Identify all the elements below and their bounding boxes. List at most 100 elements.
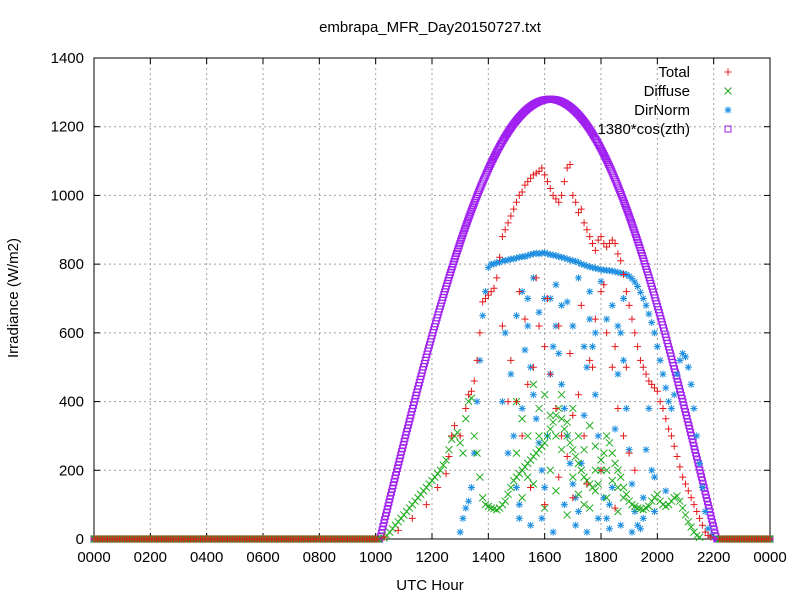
dirnorm-point [577,260,585,268]
total-point [518,188,526,196]
total-point [659,404,667,412]
dirnorm-point [693,432,701,440]
dirnorm-point [504,449,512,457]
total-point [586,233,594,241]
total-point [510,205,518,213]
total-point [597,233,605,241]
diffuse-point [557,414,566,423]
dirnorm-point [510,255,518,263]
diffuse-point [557,390,566,399]
total-point [546,370,554,378]
dirnorm-point [636,525,644,533]
diffuse-point [535,404,543,413]
dirnorm-point [549,343,557,351]
dirnorm-point [628,528,636,536]
total-point [597,466,605,474]
total-point [600,281,608,289]
total-point [614,250,622,258]
total-point [434,483,442,491]
total-point [543,295,551,302]
dirnorm-point [515,514,523,522]
diffuse-point [673,492,681,500]
dirnorm-point [642,301,650,309]
diffuse-point [580,500,588,509]
dirnorm-point [518,404,526,412]
dirnorm-point [662,384,670,392]
total-point [473,356,481,364]
diffuse-point [695,533,704,542]
x-tick-label: 1800 [584,549,617,566]
diffuse-point [591,442,600,451]
dirnorm-point [552,281,560,289]
dirnorm-point [513,254,520,262]
y-tick-label: 600 [59,325,84,342]
diffuse-point [439,461,448,469]
y-tick-label: 1200 [51,119,84,136]
dirnorm-point [605,525,613,533]
cos-zth-point [463,220,471,228]
cos-zth-point [462,222,470,230]
dirnorm-point [679,349,687,357]
dirnorm-point [521,346,529,354]
cos-zth-point [708,515,716,523]
total-point [541,171,549,179]
dirnorm-point [473,398,481,406]
dirnorm-point [696,459,704,467]
total-point [580,219,588,227]
diffuse-point [645,502,653,511]
y-axis-label: Irradiance (W/m2) [5,238,22,358]
diffuse-point [568,404,577,413]
cos-zth-point [470,199,478,207]
dirnorm-point [704,525,712,533]
dirnorm-point [586,315,594,323]
dirnorm-point [648,319,656,327]
total-point [569,494,577,502]
total-point [611,343,619,351]
x-tick-label: 0200 [134,549,167,566]
diffuse-point [577,466,586,475]
dirnorm-point [684,363,692,371]
dirnorm-point [642,446,650,454]
dirnorm-point [524,322,532,330]
dirnorm-point [620,295,628,302]
total-point [566,349,574,357]
total-point [451,422,459,430]
total-point [597,288,605,296]
data-marks [90,95,774,543]
total-point [445,453,453,461]
diffuse-point [594,480,603,488]
cos-zth-point [461,224,469,232]
dirnorm-point [501,329,509,337]
total-point [552,404,560,412]
dirnorm-point [507,370,515,378]
dirnorm-point [538,514,546,522]
dirnorm-point [594,432,602,440]
dirnorm-point [676,356,684,364]
cos-zth-point [617,191,625,199]
total-point [611,240,619,248]
dirnorm-point [563,298,571,306]
cos-zth-point [628,221,636,229]
total-point [541,343,549,351]
total-point [507,356,515,364]
diffuse-point [614,466,622,475]
total-point [684,487,692,495]
cos-zth-point [621,199,629,207]
cos-zth-point [706,508,714,516]
total-point [504,398,512,406]
dirnorm-point [560,501,568,509]
diffuse-point [653,490,662,499]
total-point [580,432,588,440]
total-point [493,274,501,282]
total-point [679,473,687,481]
legend-label: DirNorm [634,102,690,119]
y-tick-label: 1000 [51,187,84,204]
total-point [676,463,684,471]
total-point [541,501,549,509]
cos-zth-point [626,213,634,221]
total-point [513,198,520,206]
dirnorm-point [665,398,673,406]
cos-zth-point [627,216,635,224]
dirnorm-point [498,398,506,406]
